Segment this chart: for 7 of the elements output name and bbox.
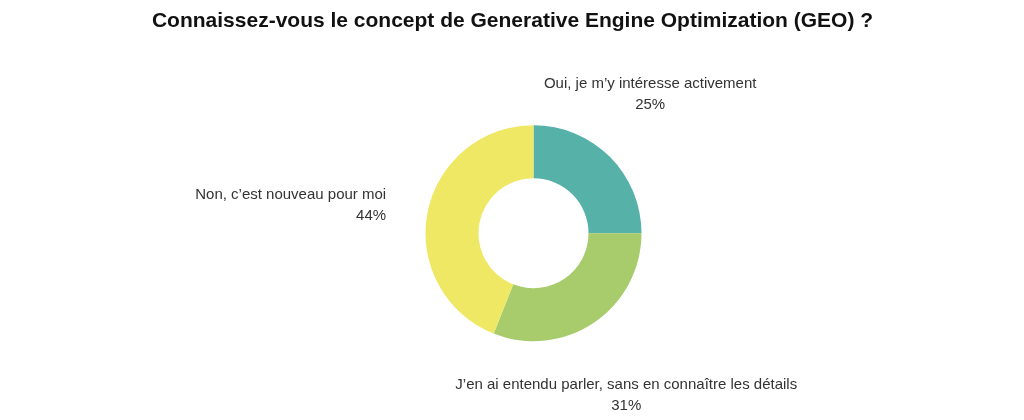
data-label: 25% xyxy=(635,94,666,112)
slice-label: Non, c’est nouveau pour moi xyxy=(195,184,387,202)
chart-title: Connaissez-vous le concept de Generative Engine Optimization (GEO) ? xyxy=(151,7,874,31)
data-label: 31% xyxy=(611,396,642,414)
slice-label: Oui, je m’y intéresse activement xyxy=(543,73,758,91)
data-label: 44% xyxy=(356,206,387,224)
slice-label: J’en ai entendu parler, sans en connaître les détails xyxy=(455,375,798,393)
